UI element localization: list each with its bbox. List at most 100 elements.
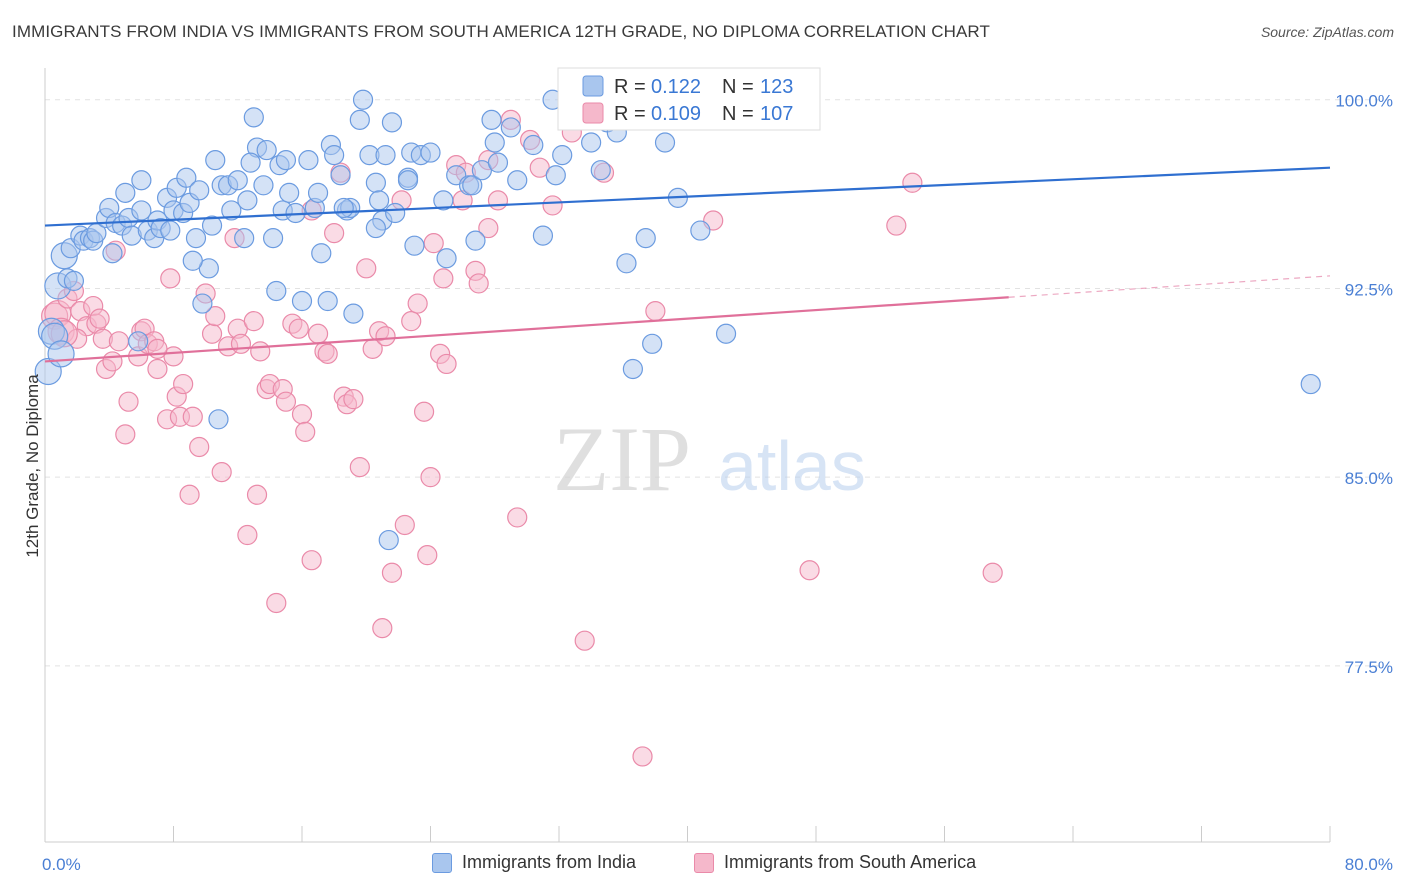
india-point [352,89,374,110]
trend-lines [44,166,1331,363]
india-r-label: R = [614,76,646,98]
south-america-point [230,333,252,354]
india-point [298,150,319,171]
sa-legend-swatch [582,102,604,124]
south-america-point [317,343,338,364]
stats-legend: R = 0.122 N = 123 R = 0.109 N = 107 [557,67,821,131]
india-point [256,139,277,161]
india-point [208,409,229,430]
india-point [324,144,345,166]
india-point [349,109,370,130]
india-point [227,170,248,191]
india-point [189,180,210,201]
south-america-point [381,562,403,583]
south-america-point [205,306,226,327]
india-point [365,172,386,193]
sa-n-value: 107 [760,103,793,125]
india-point [369,190,390,211]
india-point [311,243,332,264]
x-tick-label: 80.0% [1345,855,1393,874]
south-america-point [982,562,1003,583]
south-america-point [182,406,203,427]
india-point [317,290,338,312]
legend-item-south-america[interactable]: Immigrants from South America [694,852,976,873]
india-point [47,340,75,368]
south-america-point [266,592,287,614]
india-point [131,170,152,191]
india-point [552,144,573,166]
india-point [333,197,354,219]
south-america-point [291,404,313,425]
south-america-point [356,258,377,279]
watermark-zip: ZIP [553,408,691,510]
south-america-point [375,326,396,347]
india-point [654,132,676,153]
india-point [487,152,509,173]
south-america-point [243,311,264,332]
india-point [330,165,351,186]
sa-n-label: N = [722,103,754,125]
sa-r-label: R = [614,103,646,125]
india-point [545,165,566,186]
legend-swatch-india [432,852,452,873]
south-america-point [420,467,441,488]
india-point [160,220,181,241]
south-america-point [394,514,415,536]
south-america-point [250,341,271,362]
south-america-point [89,308,110,329]
india-point [128,331,149,352]
south-america-point [201,323,223,344]
india-point [63,270,85,292]
south-america-point [433,268,454,289]
india-point [715,323,737,344]
y-axis-label: 12th Grade, No Diploma [23,374,42,558]
india-point [420,142,441,163]
south-america-point [160,268,181,289]
south-america-point [147,338,168,359]
south-america-point [799,560,820,581]
india-point [590,160,611,181]
south-america-point [173,373,194,395]
south-america-point [632,746,653,767]
india-point [205,150,226,171]
india-point [115,182,136,203]
south-america-point [542,195,563,216]
south-america-point [407,293,428,314]
india-point [176,167,197,188]
south-america-point [343,389,364,410]
south-america-point [349,456,370,478]
india-point [253,175,274,196]
south-america-point [118,391,139,412]
india-point [378,529,399,551]
y-tick-label: 85.0% [1345,469,1393,488]
south-america-point [423,233,444,254]
india-point [385,202,406,224]
india-point [581,132,602,153]
south-america-point [436,353,457,375]
legend-item-india[interactable]: Immigrants from India [432,852,636,873]
x-tick-label: 0.0% [42,855,81,874]
india-point [507,170,528,191]
south-america-point [108,331,129,352]
india-point [240,152,261,173]
india-point [462,175,483,196]
india-point [635,228,656,249]
south-america-point [211,462,232,483]
india-point [622,358,643,380]
south-america-point [102,351,123,372]
south-america-point [478,217,499,239]
south-america-point [886,215,907,236]
south-america-point [288,318,309,339]
india-point [375,144,396,166]
south-america-point [115,424,136,445]
india-n-value: 123 [760,76,793,98]
y-tick-label: 100.0% [1335,92,1393,111]
india-point [500,117,521,138]
india-legend-swatch [582,75,604,97]
axes: 77.5% 85.0% 92.5% 100.0% 0.0% 80.0% [42,68,1393,874]
south-america-point [189,436,210,458]
south-america-point [147,358,168,380]
y-tick-label: 92.5% [1345,280,1393,299]
south-america-point [307,323,329,344]
